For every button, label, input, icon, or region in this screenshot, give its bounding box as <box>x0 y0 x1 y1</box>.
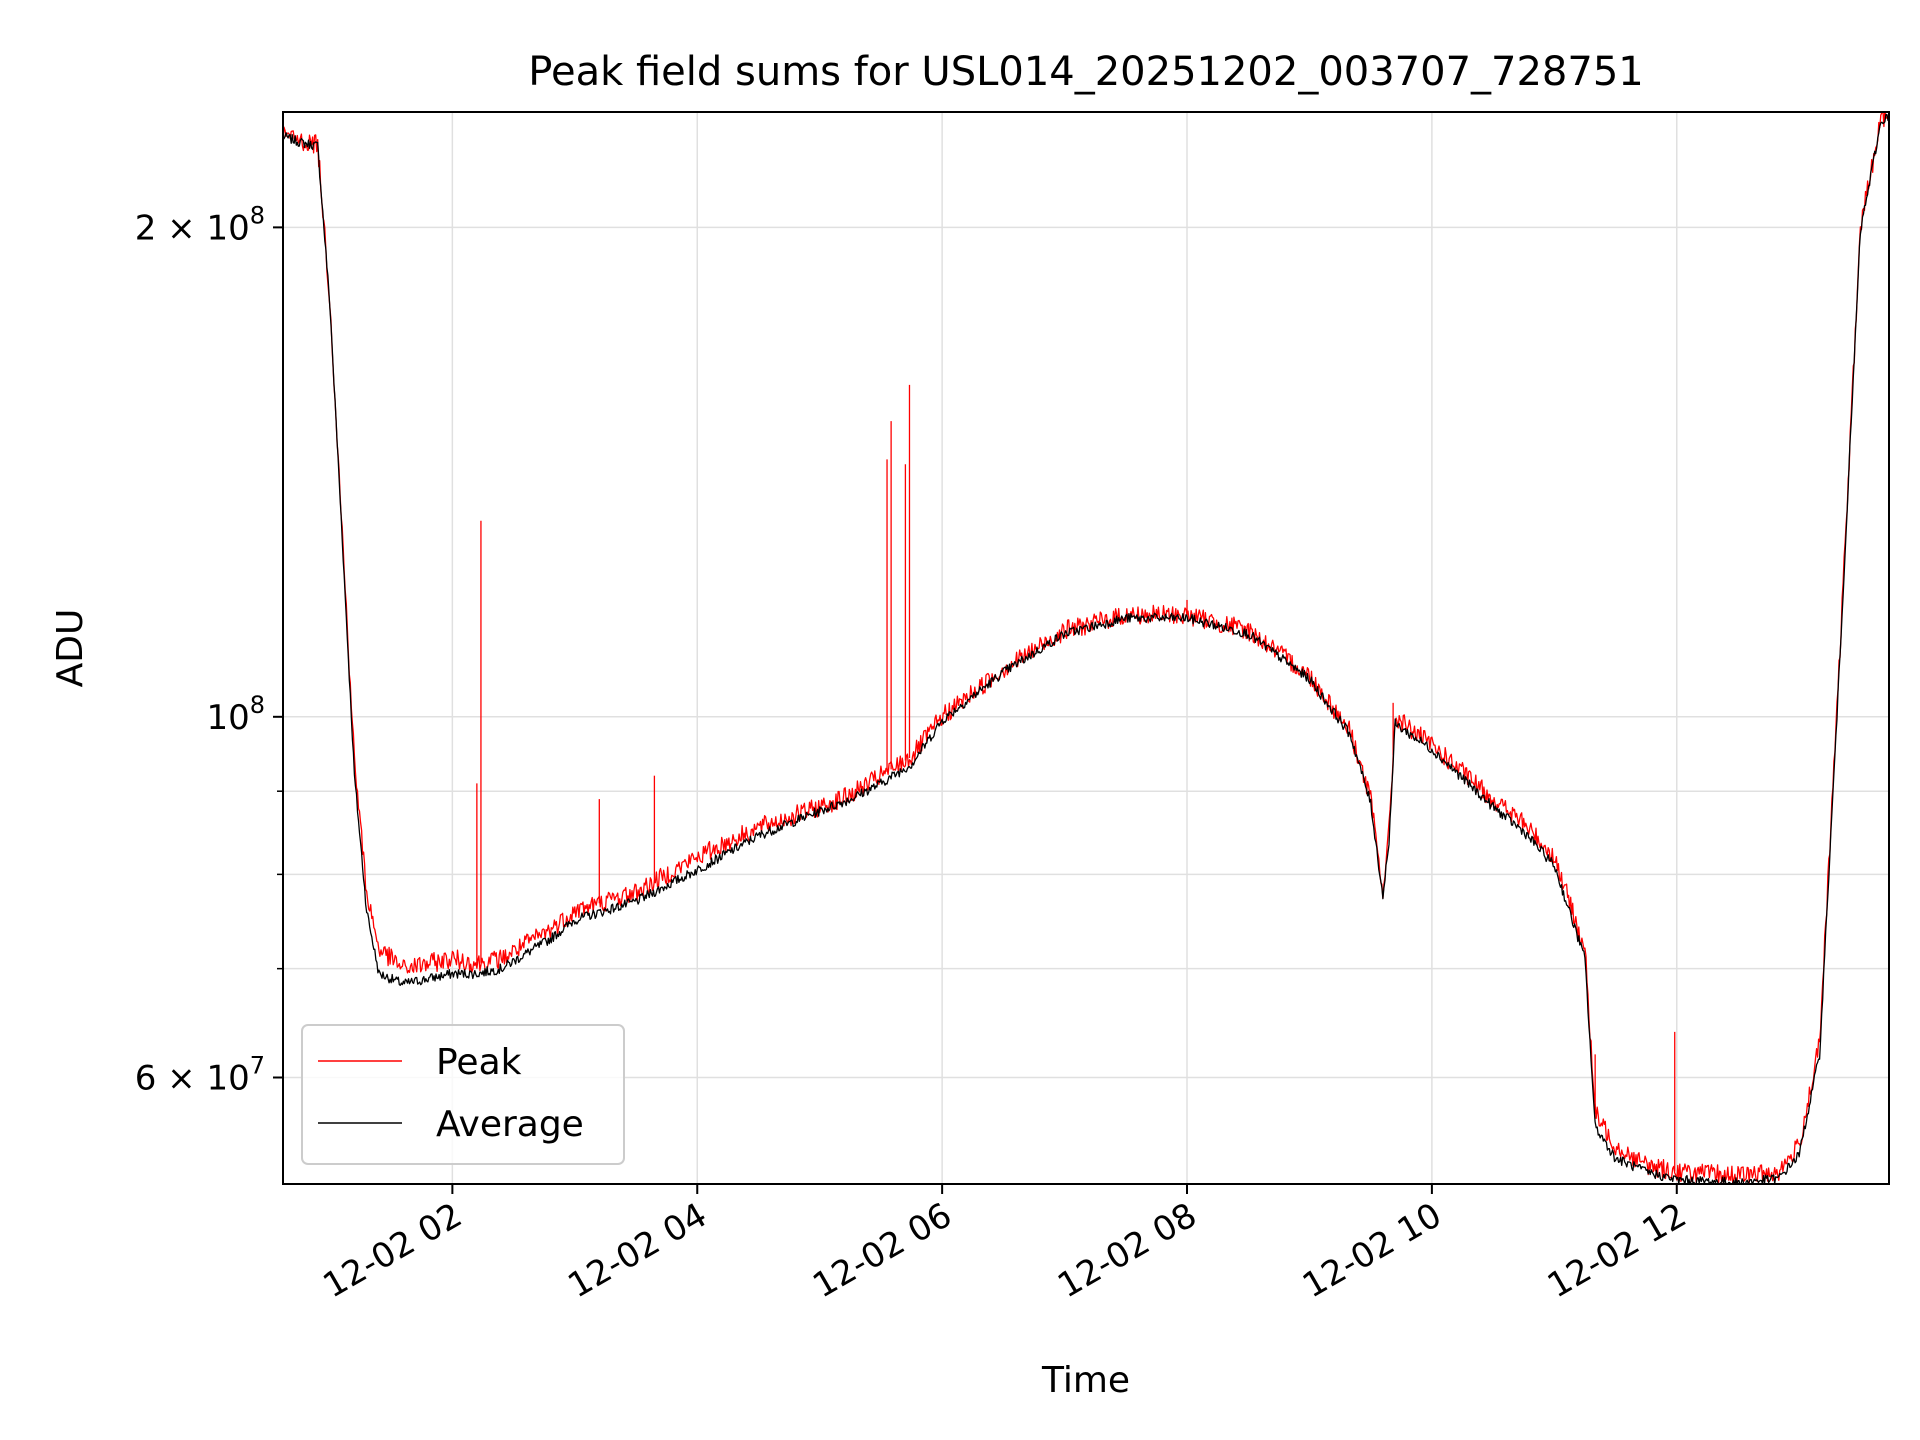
series-layer <box>283 112 1889 1184</box>
chart-title: Peak field sums for USL014_20251202_0037… <box>528 49 1643 95</box>
y-axis-ticks: 6 × 107 108 2 × 108 <box>135 201 283 1099</box>
legend-box <box>301 1024 625 1165</box>
y-axis-label: ADU <box>50 609 91 688</box>
y-tick-label-0: 6 × 107 <box>135 1052 265 1099</box>
grid <box>283 112 1889 1184</box>
x-axis-label: Time <box>1041 1360 1130 1401</box>
y-tick-label-2: 2 × 108 <box>135 201 265 248</box>
legend: Peak Average <box>301 1024 625 1165</box>
series-peak-line <box>283 112 1889 1184</box>
legend-label-peak: Peak <box>436 1042 522 1083</box>
plot-frame <box>282 111 1890 1185</box>
series-average-line <box>283 113 1889 1184</box>
y-tick-label-1: 108 <box>206 691 265 738</box>
legend-label-average: Average <box>436 1104 584 1145</box>
